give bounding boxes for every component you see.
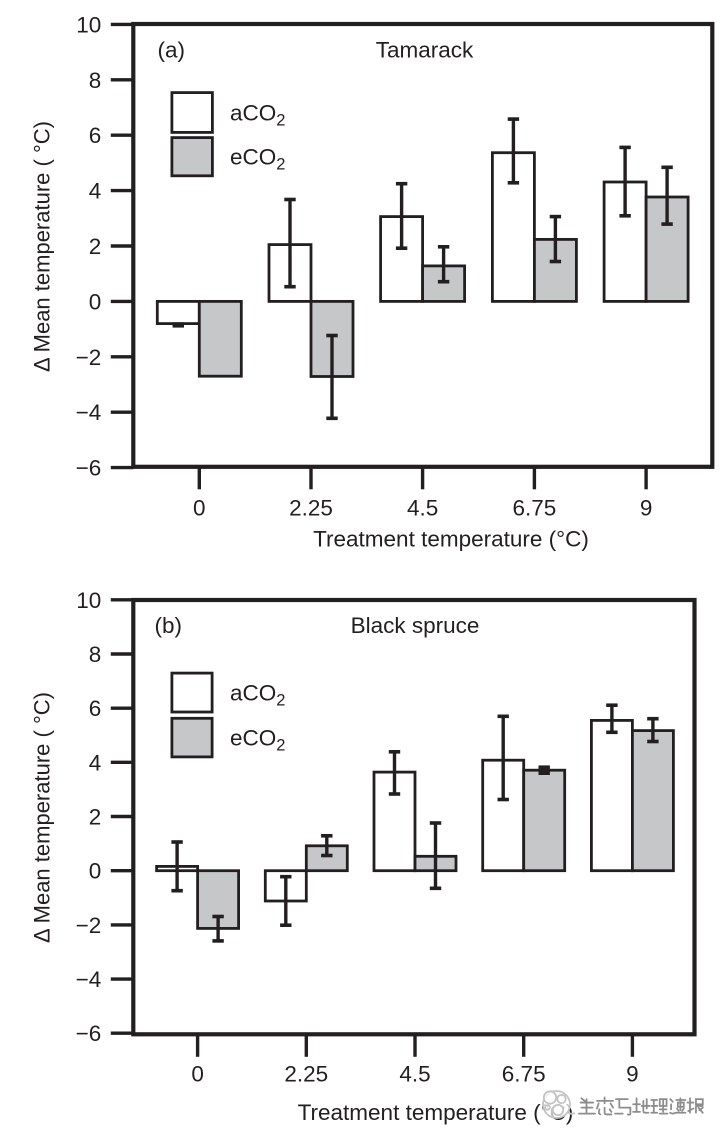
- svg-text:Black spruce: Black spruce: [351, 613, 480, 638]
- svg-text:−2: −2: [76, 913, 102, 938]
- svg-text:0: 0: [89, 289, 102, 314]
- svg-text:2: 2: [89, 805, 102, 830]
- svg-text:6.75: 6.75: [513, 496, 557, 521]
- svg-text:Treatment temperature (°C): Treatment temperature (°C): [313, 527, 589, 552]
- svg-text:0: 0: [89, 859, 102, 884]
- svg-text:(a): (a): [158, 38, 186, 63]
- svg-text:−6: −6: [76, 1021, 102, 1046]
- svg-text:(b): (b): [155, 613, 183, 638]
- svg-text:Treatment temperature (°C): Treatment temperature (°C): [298, 1100, 574, 1125]
- svg-text:10: 10: [76, 12, 101, 37]
- svg-text:2: 2: [89, 234, 102, 259]
- svg-text:4.5: 4.5: [407, 496, 438, 521]
- svg-text:2.25: 2.25: [289, 496, 333, 521]
- svg-text:4.5: 4.5: [399, 1062, 430, 1087]
- svg-text:Δ Mean temperature ( °C): Δ Mean temperature ( °C): [30, 121, 55, 372]
- svg-text:2.25: 2.25: [284, 1062, 328, 1087]
- svg-text:4: 4: [89, 179, 102, 204]
- svg-text:0: 0: [193, 496, 206, 521]
- svg-text:8: 8: [89, 68, 102, 93]
- svg-text:6: 6: [89, 696, 102, 721]
- svg-text:−4: −4: [76, 400, 102, 425]
- svg-text:Tamarack: Tamarack: [376, 38, 474, 63]
- svg-text:8: 8: [89, 642, 102, 667]
- svg-text:aCO2: aCO2: [230, 681, 285, 710]
- svg-text:0: 0: [191, 1062, 204, 1087]
- svg-text:eCO2: eCO2: [230, 145, 285, 174]
- svg-text:−4: −4: [76, 967, 102, 992]
- svg-text:−6: −6: [76, 456, 102, 481]
- svg-text:eCO2: eCO2: [230, 726, 285, 755]
- svg-text:6.75: 6.75: [502, 1062, 546, 1087]
- svg-text:aCO2: aCO2: [230, 101, 285, 130]
- svg-text:6: 6: [89, 123, 102, 148]
- svg-text:4: 4: [89, 750, 102, 775]
- svg-text:9: 9: [626, 1062, 639, 1087]
- svg-text:−2: −2: [76, 345, 102, 370]
- svg-text:Δ Mean temperature ( °C): Δ Mean temperature ( °C): [30, 692, 55, 943]
- svg-text:10: 10: [76, 588, 101, 613]
- svg-text:9: 9: [640, 496, 653, 521]
